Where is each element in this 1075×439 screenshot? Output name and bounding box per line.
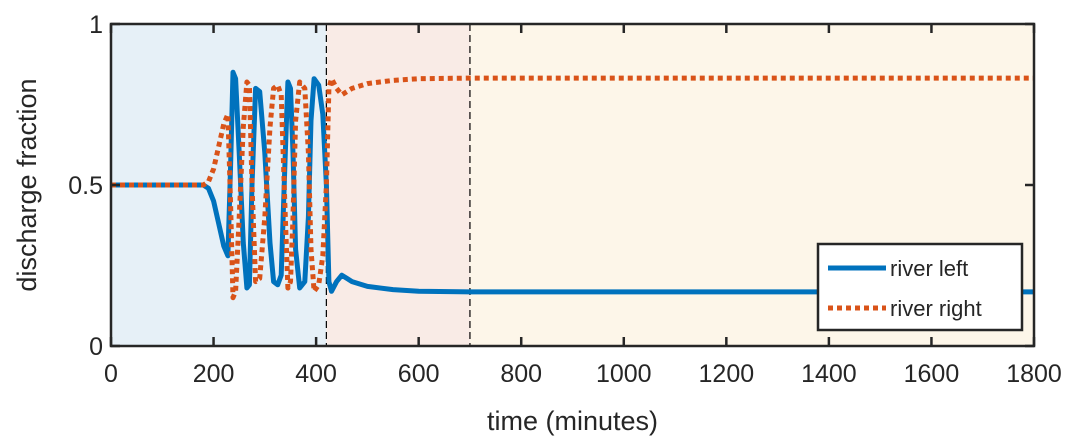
y-tick-label: 1 <box>89 11 103 39</box>
y-axis-label: discharge fraction <box>12 78 42 291</box>
x-tick-label: 400 <box>295 360 337 388</box>
series-line-river-left <box>111 69 1034 295</box>
x-tick-label: 600 <box>398 360 440 388</box>
legend-box <box>816 242 1024 332</box>
series-line-river-right <box>111 75 1034 301</box>
x-tick-label: 1000 <box>596 360 652 388</box>
legend-label-river-right: river right <box>890 296 982 321</box>
y-tick-label: 0.5 <box>68 172 103 200</box>
x-axis-label: time (minutes) <box>487 406 658 436</box>
legend: river left river right <box>816 242 1024 332</box>
y-tick-label: 0 <box>89 333 103 361</box>
x-tick-label: 1200 <box>699 360 755 388</box>
x-tick-label: 1600 <box>904 360 960 388</box>
x-tick-label: 1400 <box>801 360 857 388</box>
x-tick-label: 0 <box>104 360 118 388</box>
x-tick-label: 800 <box>500 360 542 388</box>
series-lines <box>111 69 1034 301</box>
x-tick-label: 200 <box>193 360 235 388</box>
shaded-region-1 <box>326 24 470 346</box>
legend-label-river-left: river left <box>890 256 968 281</box>
tick-labels: 0 200 400 600 800 1000 1200 1400 1600 1800 0 0.5 1 <box>68 11 1062 388</box>
axis-ticks <box>109 22 1036 348</box>
x-tick-label: 1800 <box>1006 360 1062 388</box>
